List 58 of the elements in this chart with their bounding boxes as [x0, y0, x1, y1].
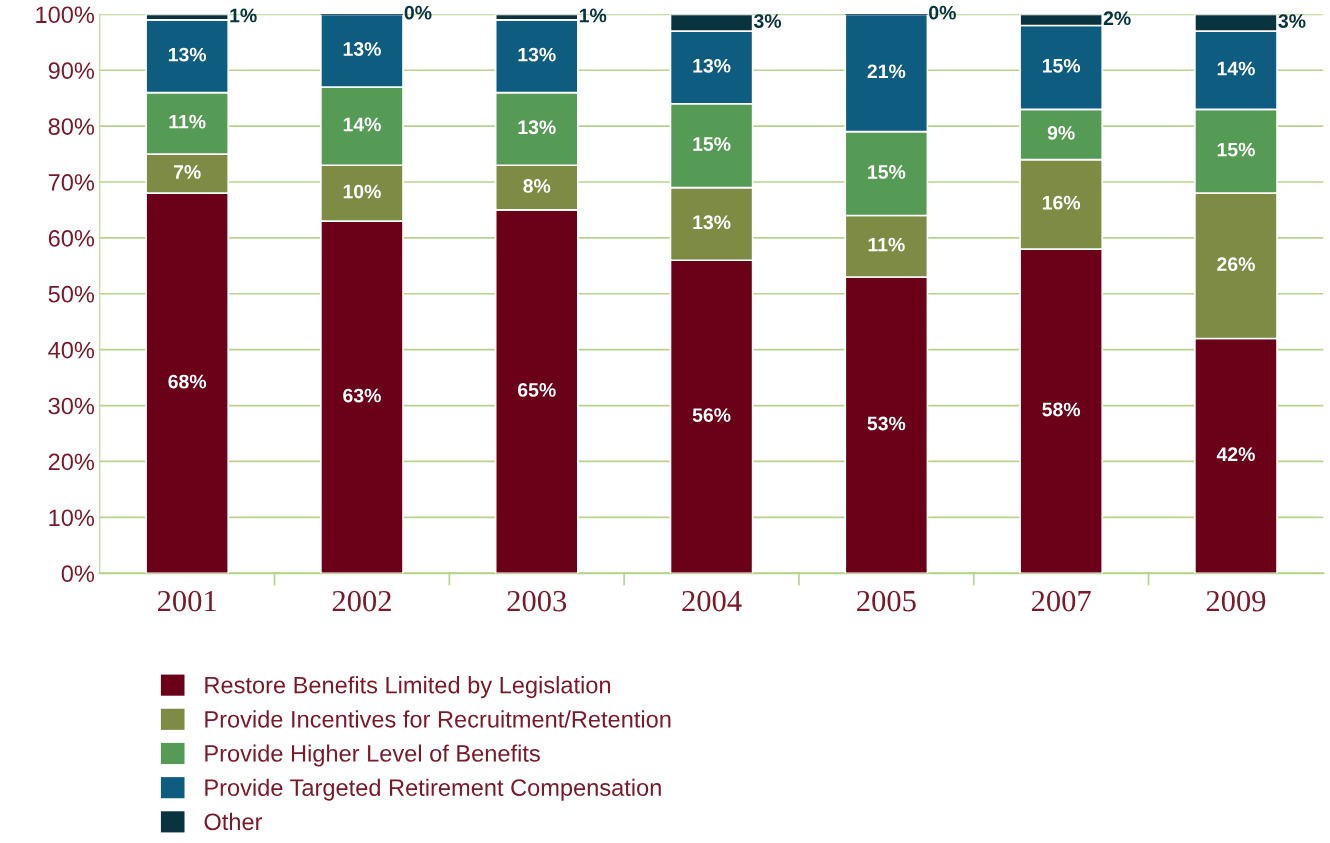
- data-label: 15%: [1217, 142, 1255, 157]
- data-label: 11%: [868, 237, 905, 252]
- y-tick-label: 100%: [36, 6, 95, 24]
- data-label: 13%: [518, 120, 556, 135]
- data-label: 0%: [929, 5, 956, 20]
- x-tick-label: 2002: [332, 590, 391, 612]
- y-tick-label: 70%: [48, 174, 95, 191]
- data-label: 3%: [1278, 14, 1306, 28]
- legend-label: Provide Targeted Retirement Compensation: [205, 778, 661, 801]
- data-label: 14%: [343, 117, 381, 132]
- data-label: 56%: [692, 408, 731, 422]
- data-label: 13%: [343, 42, 381, 56]
- data-label: 7%: [173, 165, 201, 179]
- legend-label: Other: [204, 812, 263, 831]
- data-label: 68%: [168, 374, 207, 389]
- data-label: 63%: [343, 388, 381, 403]
- data-label: 15%: [868, 165, 906, 179]
- data-label: 2%: [1103, 11, 1131, 26]
- data-label: 26%: [1217, 257, 1255, 272]
- x-tick-label: 2009: [1206, 590, 1266, 612]
- legend-label: Restore Benefits Limited by Legislation: [205, 676, 611, 699]
- data-label: 15%: [693, 137, 731, 151]
- legend-label: Provide Incentives for Recruitment/Retention: [205, 710, 671, 728]
- data-label: 65%: [518, 383, 556, 397]
- data-label: 13%: [693, 58, 731, 73]
- x-tick-label: 2004: [682, 590, 742, 612]
- data-label: 13%: [693, 215, 731, 230]
- data-label: 53%: [867, 416, 906, 431]
- y-tick-label: 40%: [48, 341, 95, 359]
- data-label: 14%: [1217, 61, 1255, 76]
- x-tick-label: 2007: [1031, 590, 1091, 612]
- x-tick-label: 2001: [157, 590, 216, 612]
- data-label: 8%: [523, 179, 551, 193]
- y-tick-label: 50%: [48, 285, 95, 303]
- data-label: 10%: [343, 184, 381, 199]
- data-label: 15%: [1042, 58, 1081, 73]
- x-tick-label: 2005: [857, 590, 916, 612]
- y-tick-label: 90%: [48, 62, 95, 80]
- y-tick-label: 80%: [48, 118, 95, 135]
- data-label: 0%: [404, 5, 432, 20]
- y-tick-label: 60%: [48, 229, 95, 247]
- data-label: 42%: [1216, 447, 1255, 462]
- data-label: 3%: [753, 14, 782, 28]
- data-label: 13%: [168, 47, 207, 62]
- data-label: 11%: [169, 114, 206, 129]
- y-tick-label: 10%: [49, 509, 95, 527]
- x-tick-label: 2003: [507, 590, 567, 612]
- data-label: 58%: [1042, 402, 1081, 417]
- data-label: 1%: [230, 8, 257, 23]
- y-tick-label: 20%: [48, 453, 95, 471]
- data-label: 21%: [867, 64, 906, 79]
- y-tick-label: 30%: [48, 397, 95, 415]
- data-label: 9%: [1047, 125, 1075, 140]
- data-label: 1%: [579, 8, 607, 23]
- data-label: 13%: [518, 47, 556, 62]
- legend-label: Provide Higher Level of Benefits: [205, 744, 540, 767]
- y-tick-label: 0%: [61, 565, 95, 583]
- data-label: 16%: [1042, 195, 1081, 210]
